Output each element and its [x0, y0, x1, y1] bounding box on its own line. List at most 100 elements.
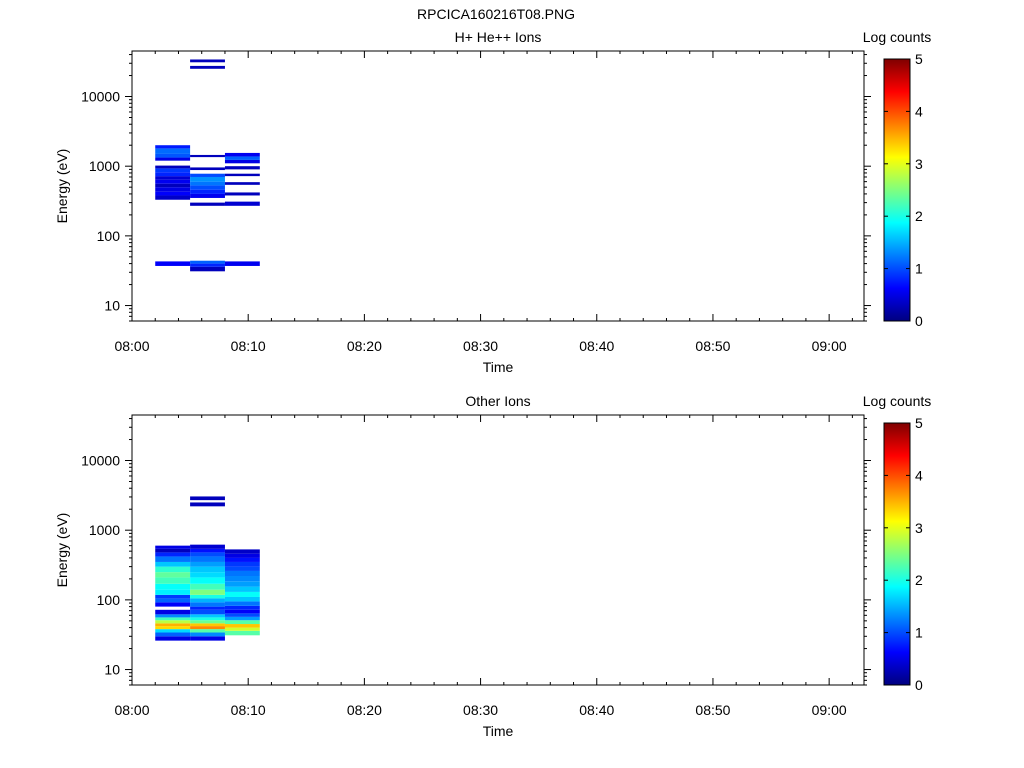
heatmap-cell	[190, 614, 225, 618]
y-tick-label: 100	[97, 592, 121, 608]
x-tick-label: 08:20	[347, 338, 382, 354]
x-tick-label: 08:20	[347, 702, 382, 718]
heatmap-cell	[190, 594, 225, 599]
x-tick-label: 08:00	[114, 338, 149, 354]
heatmap-cell	[190, 263, 225, 267]
panel-title: Other Ions	[465, 393, 530, 409]
plot-frame	[131, 50, 865, 322]
x-tick-label: 09:00	[812, 338, 847, 354]
heatmap-cell	[190, 572, 225, 578]
heatmap-cell	[155, 172, 191, 177]
x-tick-label: 08:30	[463, 702, 498, 718]
heatmap-cell	[224, 591, 260, 597]
heatmap-cell	[190, 577, 225, 584]
colorbar-tick-label: 0	[915, 677, 923, 693]
heatmap-cell	[190, 181, 225, 186]
colorbar-gradient	[883, 422, 911, 686]
heatmap-cell	[190, 583, 225, 590]
heatmap-cell	[224, 166, 260, 170]
heatmap-cell	[155, 629, 191, 633]
heatmap-cells	[155, 496, 260, 641]
heatmap-cell	[190, 620, 225, 624]
heatmap-cell	[155, 594, 191, 599]
heatmap-cell	[155, 583, 191, 590]
heatmap-cell	[224, 570, 260, 577]
heatmap-cell	[190, 626, 225, 630]
heatmap-cell	[190, 154, 225, 158]
heatmap-cell	[190, 193, 225, 198]
heatmap-cell	[190, 167, 225, 171]
heatmap-cell	[190, 609, 225, 615]
heatmap-cell	[155, 609, 191, 615]
heatmap-cell	[224, 159, 260, 164]
colorbar-tick-label: 2	[915, 572, 923, 588]
heatmap-cell	[155, 589, 191, 595]
heatmap-cell	[190, 552, 225, 557]
x-axis-title: Time	[483, 359, 514, 375]
heatmap-cell	[224, 601, 260, 606]
colorbar-tick-label: 5	[915, 51, 923, 67]
heatmap-cell	[224, 581, 260, 587]
heatmap-cell	[190, 617, 225, 621]
colorbar-tick-label: 1	[915, 261, 923, 277]
heatmap-cell	[155, 617, 191, 621]
y-axis-title: Energy (eV)	[54, 149, 70, 224]
heatmap-cell	[155, 191, 191, 196]
heatmap-cell	[190, 598, 225, 603]
colorbar: 0 1 2 3 4 5 Log counts	[863, 29, 932, 329]
y-tick-label: 10	[104, 298, 120, 314]
heatmap-cell	[224, 576, 260, 582]
heatmap-cell	[190, 589, 225, 595]
colorbar: 0 1 2 3 4 5 Log counts	[863, 393, 932, 693]
heatmap-cell	[155, 165, 191, 169]
heatmap-cell	[190, 260, 225, 264]
heatmap-cell	[224, 627, 260, 631]
y-tick-label: 100	[97, 228, 121, 244]
heatmap-cell	[190, 502, 225, 507]
heatmap-cell	[190, 606, 225, 610]
heatmap-cell	[224, 261, 260, 266]
colorbar-tick-label: 4	[915, 103, 923, 119]
heatmap-cell	[190, 548, 225, 553]
colorbar-tick-label: 5	[915, 415, 923, 431]
heatmap-cell	[155, 632, 191, 637]
heatmap-cell	[190, 636, 225, 641]
heatmap-cell	[190, 266, 225, 272]
heatmap-cell	[155, 179, 191, 184]
heatmap-cell	[224, 182, 260, 185]
heatmap-cell	[224, 201, 260, 206]
heatmap-cell	[155, 183, 191, 188]
colorbar-tick-label: 0	[915, 313, 923, 329]
heatmap-cell	[155, 261, 191, 266]
heatmap-cell	[224, 624, 260, 628]
heatmap-cell	[155, 548, 191, 553]
heatmap-cell	[224, 630, 260, 636]
heatmap-cell	[190, 185, 225, 190]
x-tick-label: 09:00	[812, 702, 847, 718]
heatmap-cell	[155, 187, 191, 192]
colorbar-tick-label: 1	[915, 625, 923, 641]
colorbar-label: Log counts	[863, 393, 932, 409]
heatmap-cell	[224, 152, 260, 157]
heatmap-cell	[155, 602, 191, 607]
spectrogram-panels: H+ He++ Ions 08:00 08:10 08:20 08:30 08:40 08:…	[54, 29, 931, 739]
heatmap-cell	[190, 173, 225, 177]
heatmap-cell	[190, 629, 225, 633]
plot-frame	[131, 414, 865, 686]
heatmap-cell	[155, 545, 191, 549]
heatmap-cell	[155, 577, 191, 584]
heatmap-cell	[224, 553, 260, 558]
heatmap-cell	[190, 632, 225, 637]
heatmap-cell	[224, 596, 260, 602]
heatmap-cell	[224, 561, 260, 567]
heatmap-cell	[155, 572, 191, 578]
heatmap-cell	[190, 566, 225, 573]
heatmap-cell	[224, 609, 260, 614]
heatmap-cell	[155, 623, 191, 627]
heatmap-cell	[190, 202, 225, 206]
heatmap-cell	[155, 556, 191, 562]
colorbar-gradient	[883, 58, 911, 322]
heatmap-cell	[155, 614, 191, 618]
colorbar-tick-label: 2	[915, 208, 923, 224]
